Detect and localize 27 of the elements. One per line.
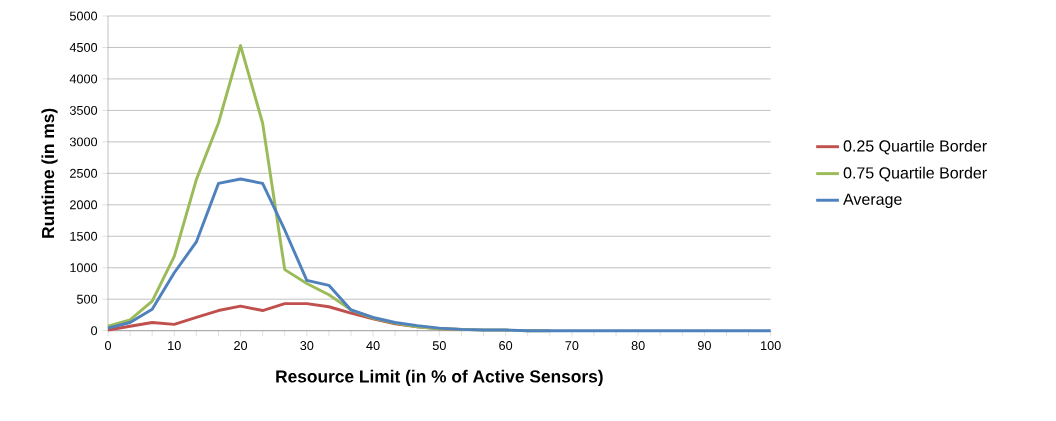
legend-label: 0.75 Quartile Border	[843, 166, 987, 182]
y-tick-label: 2000	[70, 200, 98, 210]
x-tick-label: 50	[432, 341, 446, 351]
y-tick-label: 1000	[70, 263, 98, 273]
x-tick-label: 0	[104, 341, 112, 351]
x-tick-label: 100	[761, 341, 781, 351]
x-tick-label: 80	[631, 341, 645, 351]
x-axis-title: Resource Limit (in % of Active Sensors)	[276, 369, 603, 387]
x-tick-label: 30	[300, 341, 314, 351]
y-tick-label: 1500	[70, 231, 98, 241]
y-tick-label: 5000	[69, 11, 98, 21]
y-tick-label: 3500	[69, 105, 98, 115]
legend-label: Average	[843, 193, 902, 209]
x-tick-label: 20	[234, 341, 248, 351]
x-tick-label: 10	[168, 341, 181, 351]
x-tick-label: 70	[565, 341, 579, 351]
legend-label: 0.25 Quartile Border	[843, 139, 987, 155]
y-tick-label: 2500	[70, 168, 98, 178]
y-axis-title: Runtime (in ms)	[41, 108, 58, 238]
y-tick-label: 0	[91, 326, 98, 336]
x-tick-label: 90	[697, 341, 711, 351]
y-tick-label: 4000	[69, 74, 98, 84]
y-tick-label: 4500	[69, 42, 98, 52]
y-tick-label: 3000	[69, 137, 98, 147]
x-tick-label: 40	[366, 341, 380, 351]
y-tick-label: 500	[76, 294, 98, 304]
x-tick-label: 60	[499, 341, 513, 351]
